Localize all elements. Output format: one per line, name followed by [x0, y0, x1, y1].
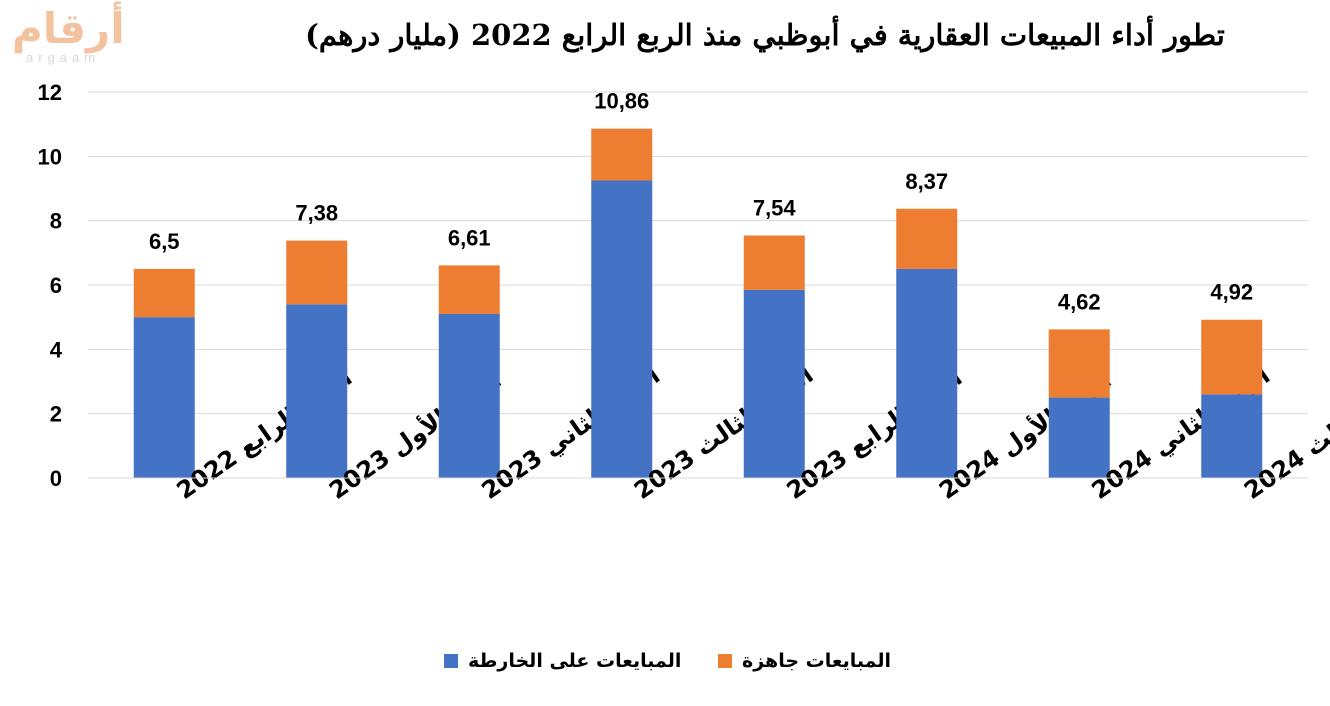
- bar-offplan-4: [743, 289, 805, 478]
- y-tick-label-5: 10: [38, 144, 62, 169]
- y-tick-label-1: 2: [50, 402, 62, 427]
- logo-arabic-text: أرقام: [12, 4, 125, 53]
- logo-latin-text: argaam: [26, 50, 101, 65]
- legend-item-ready: المبايعات جاهزة: [718, 650, 891, 672]
- bar-offplan-0: [133, 317, 195, 478]
- total-label-6: 4,62: [1058, 289, 1101, 314]
- total-label-0: 6,5: [149, 229, 180, 254]
- total-label-3: 10,86: [594, 89, 649, 114]
- total-label-2: 6,61: [448, 225, 491, 250]
- bar-offplan-1: [286, 304, 348, 478]
- bar-offplan-3: [591, 180, 653, 479]
- legend-swatch-ready: [718, 654, 732, 668]
- y-tick-label-6: 12: [38, 80, 62, 105]
- bar-offplan-7: [1201, 394, 1263, 478]
- y-tick-label-2: 4: [50, 337, 63, 362]
- legend-item-offplan: المبايعات على الخارطة: [444, 650, 681, 672]
- bar-ready-7: [1201, 319, 1263, 395]
- total-label-4: 7,54: [753, 195, 797, 220]
- bar-ready-5: [896, 208, 958, 269]
- bar-offplan-2: [438, 313, 500, 478]
- y-tick-label-4: 8: [50, 209, 62, 234]
- bar-ready-2: [438, 265, 500, 314]
- legend-label-ready: المبايعات جاهزة: [742, 650, 892, 672]
- legend-swatch-offplan: [444, 654, 458, 668]
- bar-offplan-5: [896, 268, 958, 478]
- bar-ready-1: [286, 240, 348, 305]
- bar-ready-6: [1048, 329, 1110, 398]
- chart-title: تطور أداء المبيعات العقارية في أبوظبي من…: [305, 18, 1225, 52]
- bar-offplan-6: [1048, 397, 1110, 478]
- legend-label-offplan: المبايعات على الخارطة: [468, 650, 682, 672]
- total-label-1: 7,38: [295, 201, 338, 226]
- argaam-logo: أرقام argaam: [8, 4, 148, 68]
- bar-ready-4: [743, 235, 805, 290]
- total-label-7: 4,92: [1210, 280, 1253, 305]
- chart-legend: المبايعات على الخارطة المبايعات جاهزة: [0, 650, 1330, 682]
- total-label-5: 8,37: [905, 169, 948, 194]
- y-tick-label-3: 6: [50, 273, 62, 298]
- bar-ready-0: [133, 268, 195, 318]
- bar-ready-3: [591, 128, 653, 181]
- y-tick-label-0: 0: [50, 466, 62, 491]
